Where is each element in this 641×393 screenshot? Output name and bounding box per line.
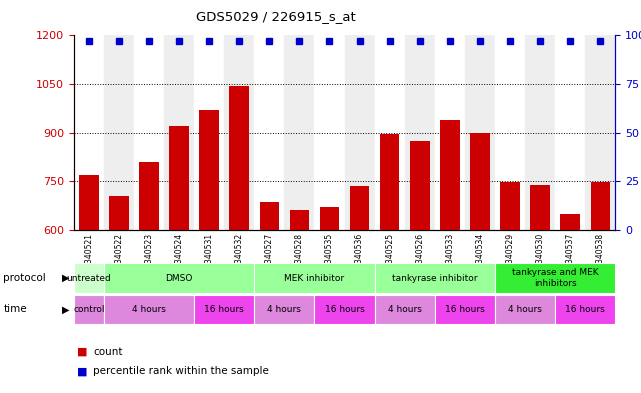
Bar <box>199 110 219 393</box>
Bar <box>404 35 435 230</box>
Text: 16 hours: 16 hours <box>565 305 605 314</box>
Text: time: time <box>3 305 27 314</box>
Bar <box>530 184 550 393</box>
Bar <box>254 295 315 324</box>
Bar <box>194 35 224 230</box>
Bar <box>320 207 339 393</box>
Bar <box>224 35 254 230</box>
Bar <box>74 35 104 230</box>
Bar <box>435 295 495 324</box>
Bar <box>104 35 134 230</box>
Bar <box>79 175 99 393</box>
Text: ▶: ▶ <box>62 305 69 314</box>
Text: ■: ■ <box>77 366 87 376</box>
Bar <box>374 263 495 293</box>
Text: untreated: untreated <box>67 274 111 283</box>
Text: GDS5029 / 226915_s_at: GDS5029 / 226915_s_at <box>196 10 356 23</box>
Bar <box>495 295 555 324</box>
Bar <box>104 263 254 293</box>
Text: ▶: ▶ <box>62 273 69 283</box>
Bar <box>440 119 460 393</box>
Bar <box>374 35 404 230</box>
Text: ■: ■ <box>77 347 87 357</box>
Bar <box>470 133 490 393</box>
Bar <box>254 263 374 293</box>
Text: 4 hours: 4 hours <box>508 305 542 314</box>
Text: 16 hours: 16 hours <box>445 305 485 314</box>
Text: 16 hours: 16 hours <box>324 305 365 314</box>
Text: count: count <box>93 347 122 357</box>
Bar <box>345 35 374 230</box>
Bar <box>290 210 309 393</box>
Bar <box>560 214 580 393</box>
Bar <box>109 196 129 393</box>
Bar <box>555 295 615 324</box>
Bar <box>350 186 369 393</box>
Bar <box>435 35 465 230</box>
Bar <box>465 35 495 230</box>
Bar <box>285 35 315 230</box>
Bar <box>380 134 399 393</box>
Bar <box>104 295 194 324</box>
Bar <box>139 162 159 393</box>
Bar <box>74 295 104 324</box>
Bar <box>495 263 615 293</box>
Bar <box>194 295 254 324</box>
Text: tankyrase inhibitor: tankyrase inhibitor <box>392 274 478 283</box>
Bar <box>585 35 615 230</box>
Bar <box>525 35 555 230</box>
Bar <box>74 263 104 293</box>
Bar <box>254 35 285 230</box>
Text: 4 hours: 4 hours <box>132 305 166 314</box>
Bar <box>169 126 189 393</box>
Text: MEK inhibitor: MEK inhibitor <box>285 274 344 283</box>
Bar <box>590 182 610 393</box>
Bar <box>315 295 374 324</box>
Bar <box>374 295 435 324</box>
Bar <box>260 202 279 393</box>
Text: 16 hours: 16 hours <box>204 305 244 314</box>
Bar <box>315 35 345 230</box>
Bar <box>229 86 249 393</box>
Bar <box>410 141 429 393</box>
Bar <box>555 35 585 230</box>
Bar <box>134 35 164 230</box>
Text: 4 hours: 4 hours <box>388 305 422 314</box>
Text: protocol: protocol <box>3 273 46 283</box>
Text: DMSO: DMSO <box>165 274 193 283</box>
Text: control: control <box>73 305 104 314</box>
Text: percentile rank within the sample: percentile rank within the sample <box>93 366 269 376</box>
Text: 4 hours: 4 hours <box>267 305 301 314</box>
Text: tankyrase and MEK
inhibitors: tankyrase and MEK inhibitors <box>512 268 599 288</box>
Bar <box>164 35 194 230</box>
Bar <box>495 35 525 230</box>
Bar <box>500 182 520 393</box>
